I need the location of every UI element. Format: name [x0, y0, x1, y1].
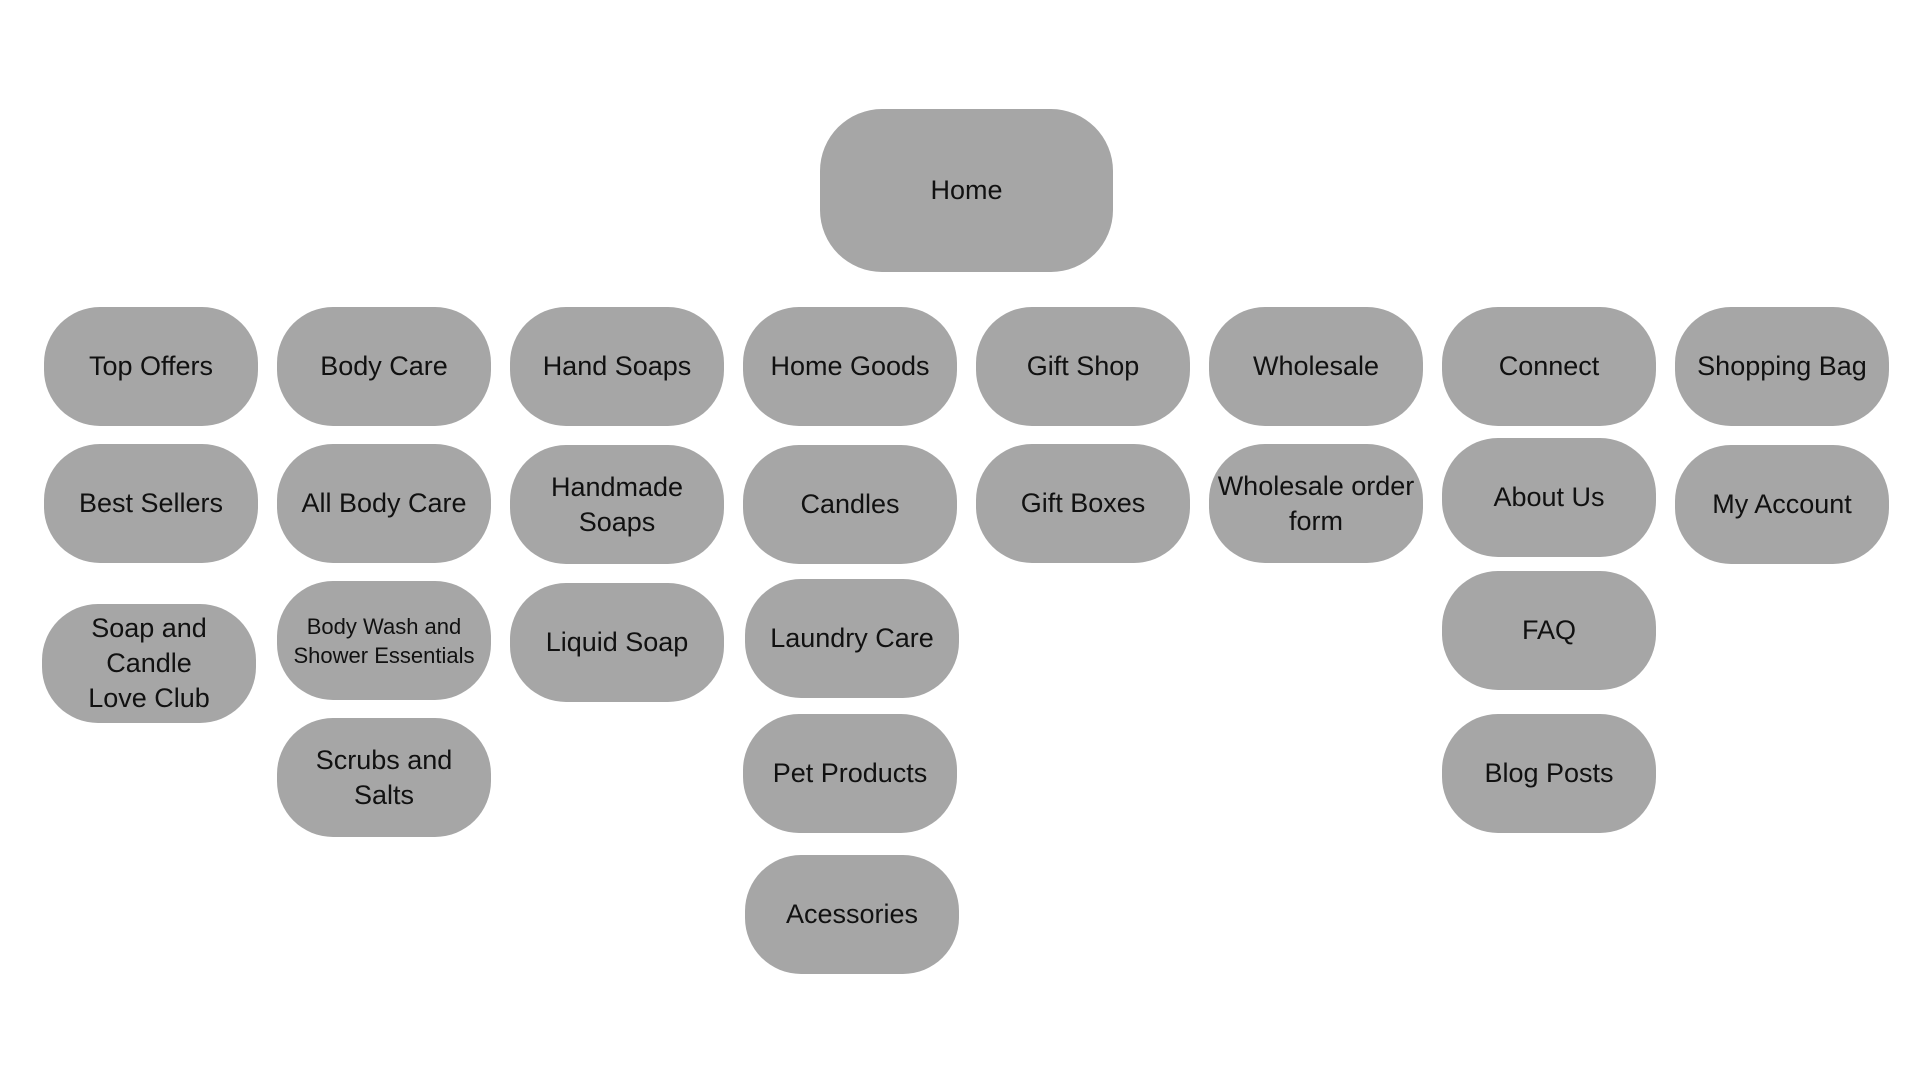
node-home: Home [820, 109, 1113, 272]
node-label: Pet Products [772, 758, 928, 788]
node-label: Candles [800, 489, 900, 519]
node-label: Liquid Soap [545, 627, 689, 657]
node-gift-boxes: Gift Boxes [976, 444, 1190, 563]
node-label: Gift Boxes [1020, 488, 1146, 518]
node-handmade-soaps: Handmade Soaps [510, 445, 724, 564]
node-laundry-care: Laundry Care [745, 579, 959, 698]
node-label: Home Goods [770, 351, 930, 381]
node-scrubs-and-salts: Scrubs and Salts [277, 718, 491, 837]
node-label: Laundry Care [770, 623, 934, 653]
node-label: Shopping Bag [1697, 351, 1867, 381]
node-label: FAQ [1521, 615, 1576, 645]
node-label: Body Care [320, 351, 448, 381]
node-candles: Candles [743, 445, 957, 564]
node-connect: Connect [1442, 307, 1656, 426]
node-label: Body Wash and Shower Essentials [293, 613, 475, 668]
node-blog-posts: Blog Posts [1442, 714, 1656, 833]
node-all-body-care: All Body Care [277, 444, 491, 563]
node-wholesale-order-form: Wholesale order form [1209, 444, 1423, 563]
node-label: Best Sellers [78, 488, 224, 518]
node-label: Acessories [785, 899, 919, 929]
node-my-account: My Account [1675, 445, 1889, 564]
node-label: Soap and Candle Love Club [88, 613, 210, 713]
node-label: All Body Care [301, 488, 467, 518]
node-label: Wholesale order form [1217, 470, 1415, 536]
node-top-offers: Top Offers [44, 307, 258, 426]
node-label: Wholesale [1252, 351, 1380, 381]
node-label: Top Offers [88, 351, 214, 381]
node-label: Gift Shop [1026, 351, 1140, 381]
node-body-care: Body Care [277, 307, 491, 426]
node-about-us: About Us [1442, 438, 1656, 557]
node-label: Scrubs and Salts [315, 744, 453, 810]
node-label: About Us [1493, 482, 1605, 512]
node-body-wash-and-shower-essentials: Body Wash and Shower Essentials [277, 581, 491, 700]
node-soap-and-candle-love-club: Soap and Candle Love Club [42, 604, 256, 723]
node-shopping-bag: Shopping Bag [1675, 307, 1889, 426]
node-faq: FAQ [1442, 571, 1656, 690]
node-gift-shop: Gift Shop [976, 307, 1190, 426]
node-home-goods: Home Goods [743, 307, 957, 426]
node-label: Blog Posts [1484, 758, 1614, 788]
node-label: Home [930, 175, 1003, 205]
node-label: Connect [1498, 351, 1600, 381]
node-wholesale: Wholesale [1209, 307, 1423, 426]
node-best-sellers: Best Sellers [44, 444, 258, 563]
node-label: My Account [1712, 489, 1852, 519]
node-pet-products: Pet Products [743, 714, 957, 833]
node-liquid-soap: Liquid Soap [510, 583, 724, 702]
node-label: Handmade Soaps [550, 471, 684, 537]
node-label: Hand Soaps [542, 351, 692, 381]
node-acessories: Acessories [745, 855, 959, 974]
node-hand-soaps: Hand Soaps [510, 307, 724, 426]
